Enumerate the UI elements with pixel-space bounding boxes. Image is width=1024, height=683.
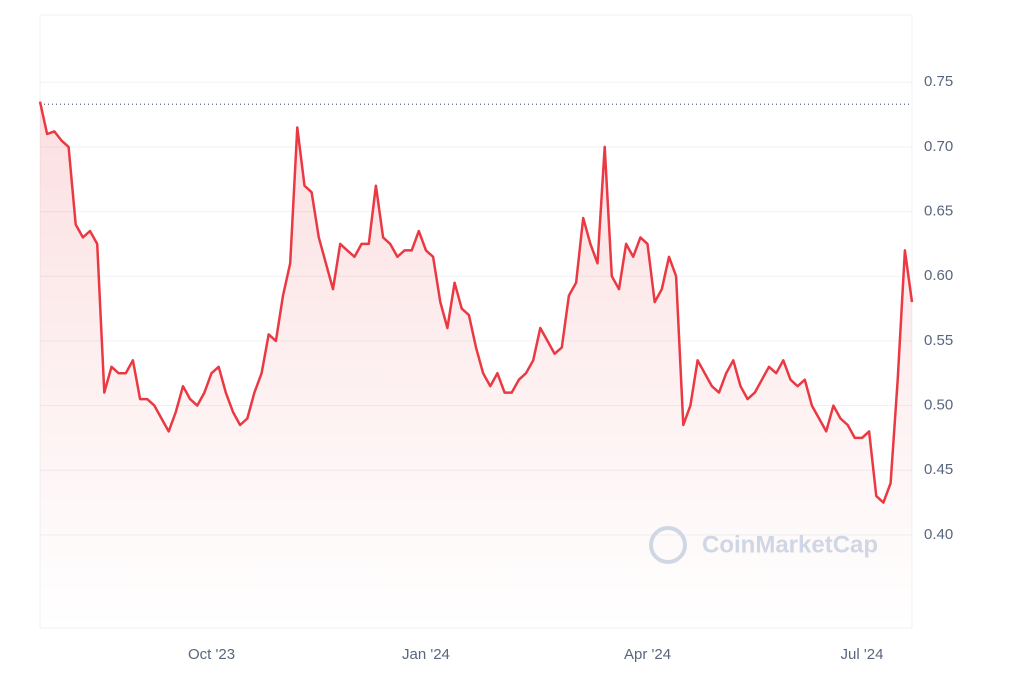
y-tick-label: 0.75 — [924, 73, 953, 90]
watermark-text: CoinMarketCap — [702, 531, 878, 558]
y-tick-label: 0.40 — [924, 526, 953, 543]
x-tick-label: Apr '24 — [624, 646, 671, 663]
x-tick-label: Jul '24 — [841, 646, 884, 663]
y-tick-label: 0.45 — [924, 461, 953, 478]
y-tick-label: 0.60 — [924, 267, 953, 284]
y-tick-label: 0.50 — [924, 397, 953, 414]
y-tick-label: 0.65 — [924, 203, 953, 220]
price-line — [38, 101, 914, 504]
watermark: CoinMarketCap — [649, 526, 878, 564]
x-tick-label: Oct '23 — [188, 646, 235, 663]
y-tick-label: 0.70 — [924, 138, 953, 155]
watermark-logo — [649, 526, 687, 564]
y-tick-label: 0.55 — [924, 332, 953, 349]
x-tick-label: Jan '24 — [402, 646, 450, 663]
area-fill — [40, 101, 912, 629]
